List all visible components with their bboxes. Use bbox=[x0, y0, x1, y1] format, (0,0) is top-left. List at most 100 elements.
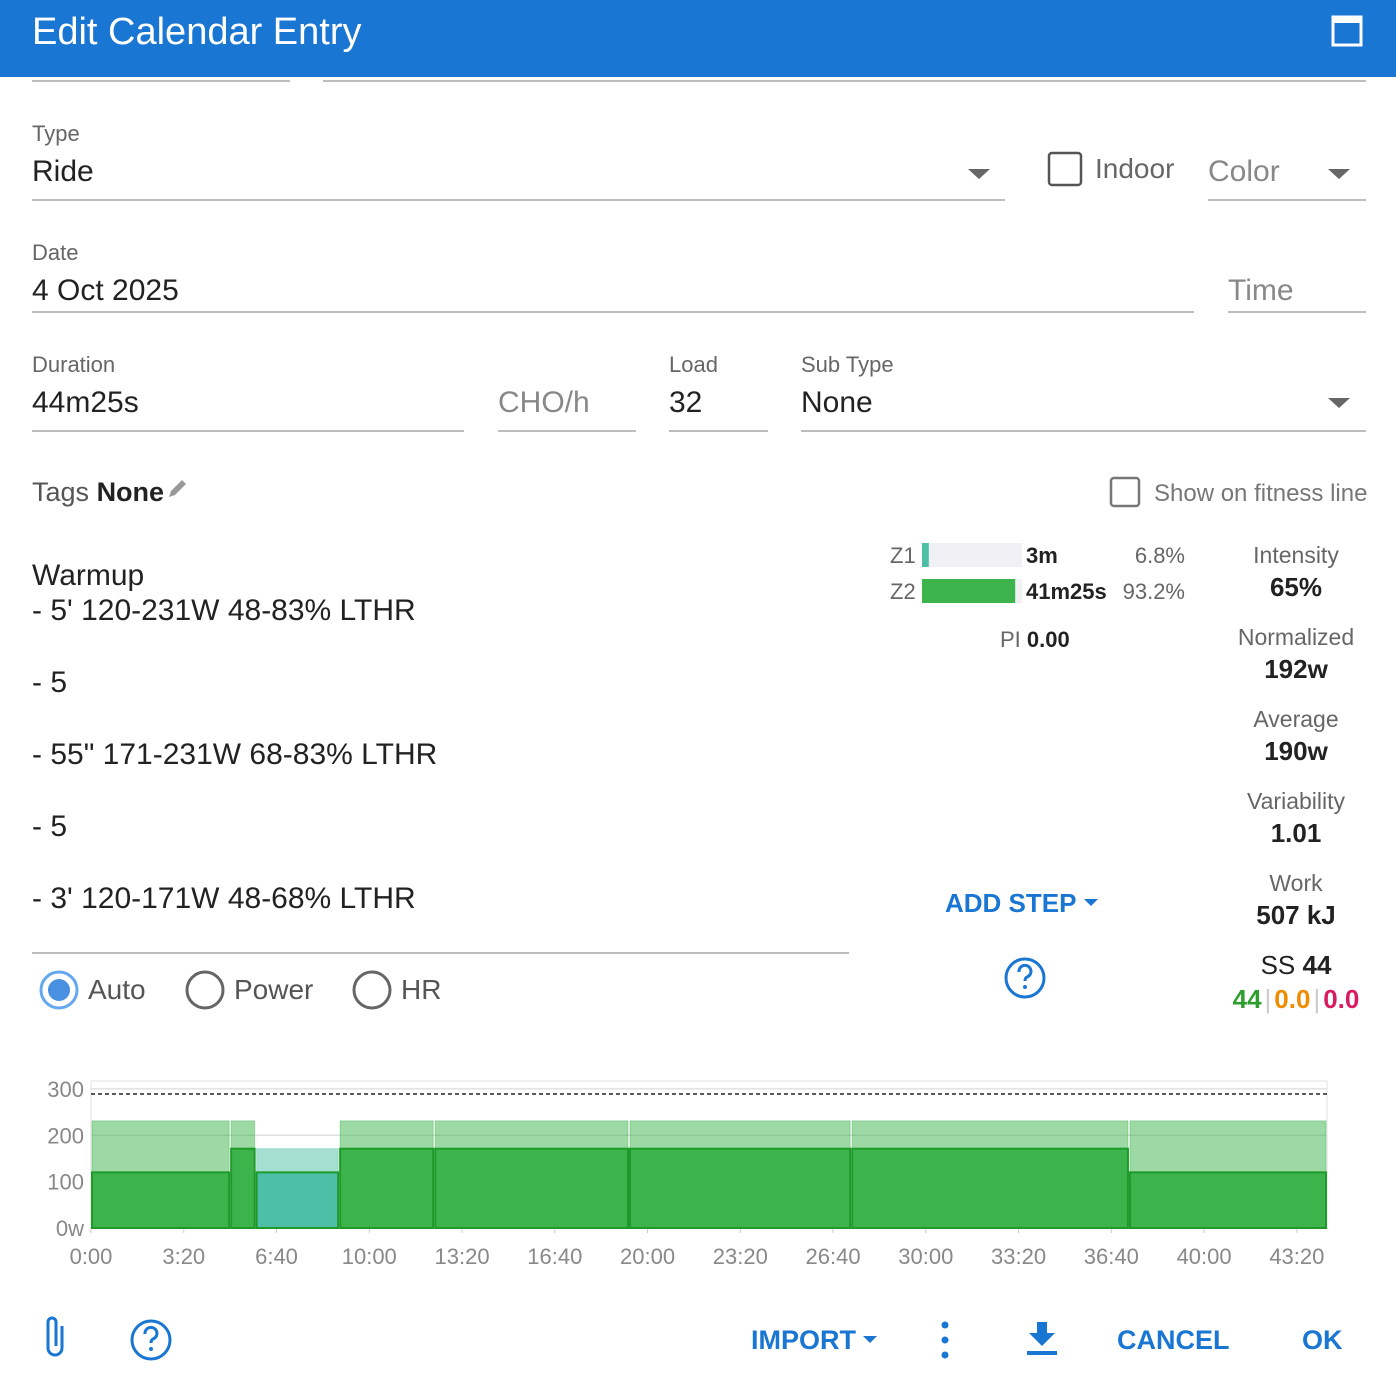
icon bbox=[1023, 985, 1027, 989]
y-tick-label: 100 bbox=[47, 1170, 84, 1195]
icon bbox=[1004, 957, 1046, 999]
x-tick-label: 30:00 bbox=[898, 1244, 953, 1269]
workout-line: Warmup bbox=[32, 559, 144, 592]
maximize-icon[interactable] bbox=[1331, 15, 1363, 47]
zone-percent: 6.8% bbox=[1135, 543, 1185, 568]
x-tick-label: 0:00 bbox=[70, 1244, 113, 1269]
x-tick-label: 36:40 bbox=[1084, 1244, 1139, 1269]
help-icon[interactable] bbox=[130, 1319, 172, 1361]
radio[interactable]: HR bbox=[352, 970, 441, 1010]
stat-value: 190w bbox=[1264, 736, 1328, 766]
zone-name: Z1 bbox=[890, 543, 916, 568]
icon bbox=[130, 1319, 172, 1361]
radio-label: Auto bbox=[88, 974, 146, 1005]
workout-line: - 3' 120-171W 48-68% LTHR bbox=[32, 882, 416, 915]
radio-ring bbox=[39, 970, 79, 1010]
icon bbox=[143, 1325, 159, 1344]
attach-icon[interactable] bbox=[46, 1316, 64, 1357]
cancel-button[interactable]: CANCEL bbox=[1117, 1325, 1230, 1355]
checkbox[interactable] bbox=[1047, 151, 1083, 187]
stat-value: 507 kJ bbox=[1256, 900, 1336, 930]
download-icon[interactable] bbox=[1027, 1322, 1057, 1355]
stat-label: Work bbox=[1269, 870, 1323, 896]
icon bbox=[149, 1347, 153, 1351]
power-step bbox=[255, 1171, 340, 1229]
stat-label: Normalized bbox=[1238, 624, 1354, 650]
y-tick-label: 0w bbox=[56, 1216, 84, 1241]
field-label: Date bbox=[32, 240, 78, 265]
dropdown-arrow[interactable] bbox=[1328, 169, 1350, 179]
zone-time: 3m bbox=[1026, 543, 1058, 568]
ss-parts: 44 | 0.0 | 0.0 bbox=[1233, 984, 1360, 1014]
radio-dot bbox=[48, 979, 70, 1001]
tags-value[interactable]: None bbox=[97, 477, 165, 507]
more-icon[interactable] bbox=[941, 1321, 949, 1359]
power-step bbox=[434, 1147, 629, 1230]
workout-chart: 0w 100 200 300 0:00 3:20 6:40 10:00 13:20 16:40 20… bbox=[47, 1077, 1328, 1269]
tags: Tags None bbox=[32, 477, 164, 507]
x-tick-label: 43:20 bbox=[1269, 1244, 1324, 1269]
zone-track bbox=[922, 543, 1022, 567]
stat-value: 192w bbox=[1264, 654, 1328, 684]
x-tick-label: 13:20 bbox=[435, 1244, 490, 1269]
radio-label: HR bbox=[401, 974, 441, 1005]
radio[interactable]: Auto bbox=[39, 970, 146, 1010]
dropdown-arrow[interactable] bbox=[1084, 899, 1098, 906]
power-step bbox=[91, 1171, 231, 1229]
ss-part: 0.0 bbox=[1274, 984, 1310, 1014]
y-tick-label: 300 bbox=[47, 1077, 84, 1102]
radio-label: Power bbox=[234, 974, 313, 1005]
icon bbox=[1029, 1322, 1055, 1346]
field-value[interactable]: None bbox=[801, 386, 873, 419]
pi-label: PI bbox=[1000, 627, 1021, 652]
x-tick-label: 26:40 bbox=[806, 1244, 861, 1269]
workout-line: - 5' 120-231W 48-83% LTHR bbox=[32, 594, 416, 627]
import-button[interactable]: IMPORT bbox=[751, 1325, 857, 1355]
x-tick-label: 23:20 bbox=[713, 1244, 768, 1269]
stat-label: Variability bbox=[1247, 788, 1345, 814]
separator: | bbox=[1313, 984, 1320, 1014]
stats: Intensity 65% Normalized 192w Average 190w Var… bbox=[1238, 542, 1354, 930]
checkbox-label: Indoor bbox=[1095, 153, 1174, 184]
zones: Z1 3m 6.8% Z2 41m25s 93.2% bbox=[890, 543, 1185, 604]
field-label: Load bbox=[669, 352, 718, 377]
ss: SS 44 bbox=[1261, 950, 1332, 980]
dropdown-arrow[interactable] bbox=[863, 1336, 877, 1343]
icon bbox=[941, 1321, 949, 1329]
stat-value: 65% bbox=[1270, 572, 1322, 602]
zone-bar bbox=[922, 543, 929, 567]
dropdown-arrow[interactable] bbox=[968, 169, 990, 179]
tags-label: Tags bbox=[32, 477, 89, 507]
stat-label: Average bbox=[1253, 706, 1338, 732]
help-icon[interactable] bbox=[1004, 957, 1046, 999]
icon bbox=[1333, 17, 1361, 23]
ok-button[interactable]: OK bbox=[1302, 1325, 1343, 1355]
icon bbox=[941, 1336, 949, 1344]
icon bbox=[1027, 1351, 1057, 1355]
workout-text[interactable]: Warmup- 5' 120-231W 48-83% LTHR - 5 - 55" … bbox=[32, 559, 437, 915]
checkbox-label: Show on fitness line bbox=[1154, 480, 1367, 507]
field-placeholder[interactable]: CHO/h bbox=[498, 386, 590, 419]
radio[interactable]: Power bbox=[185, 970, 313, 1010]
separator: | bbox=[1265, 984, 1272, 1014]
checkbox[interactable] bbox=[1109, 476, 1141, 508]
add-step-button[interactable]: ADD STEP bbox=[945, 888, 1076, 918]
field-value[interactable]: Ride bbox=[32, 155, 94, 188]
field-placeholder[interactable]: Time bbox=[1228, 274, 1294, 307]
stat-label: Intensity bbox=[1253, 542, 1339, 568]
zone-name: Z2 bbox=[890, 579, 916, 604]
field-value[interactable]: 32 bbox=[669, 386, 702, 419]
power-step bbox=[851, 1147, 1129, 1230]
field-value[interactable]: 44m25s bbox=[32, 386, 139, 419]
header-bar bbox=[0, 0, 1396, 77]
dropdown-arrow[interactable] bbox=[1328, 398, 1350, 408]
icon bbox=[941, 1351, 949, 1359]
field-placeholder[interactable]: Color bbox=[1208, 155, 1280, 188]
icon bbox=[1017, 963, 1033, 982]
field-value[interactable]: 4 Oct 2025 bbox=[32, 274, 179, 307]
edit-icon[interactable] bbox=[169, 480, 186, 497]
power-step bbox=[230, 1147, 256, 1230]
zone-bar bbox=[922, 579, 1016, 603]
ss-value: 44 bbox=[1303, 950, 1332, 980]
x-tick-label: 16:40 bbox=[527, 1244, 582, 1269]
